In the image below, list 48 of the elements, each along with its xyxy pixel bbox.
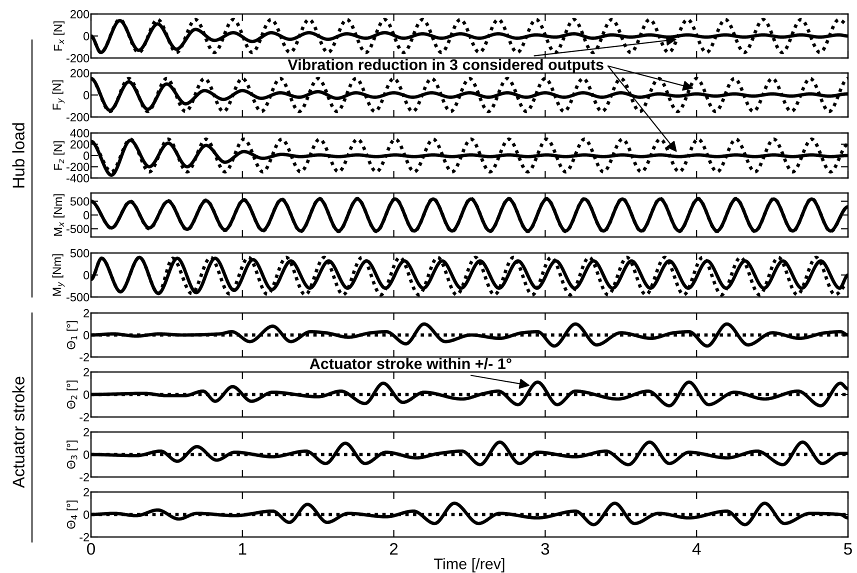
y-tick-label: 0 [84, 152, 90, 160]
y-tick-label: 400 [70, 129, 90, 138]
y-tick-label: -200 [66, 162, 90, 172]
y-tick-label: 2 [84, 488, 90, 496]
text: Hub load [12, 123, 24, 188]
y-tick-label: 2 [84, 428, 90, 436]
y-tick-label: -2 [80, 473, 90, 482]
x-tick-label: 3 [541, 542, 550, 555]
y-axis-title: F$_{y}$ [N] [52, 80, 65, 110]
y-tick-label: -500 [66, 224, 90, 234]
y-tick-label: 0 [84, 271, 90, 280]
y-tick-label: 0 [84, 390, 90, 399]
y-tick-label: 200 [70, 69, 90, 78]
y-axis-title: Θ$_{3}$ [°] [66, 440, 78, 469]
text: Actuator stroke [12, 376, 24, 488]
y-tick-label: -2 [80, 413, 90, 422]
y-axis-title: Θ$_{2}$ [°] [66, 380, 78, 409]
y-axis-title: F$_{x}$ [N] [54, 21, 65, 50]
y-tick-label: 2 [84, 368, 90, 376]
y-tick-label: 0 [84, 32, 90, 40]
y-tick-label: 500 [70, 197, 90, 206]
annotation: Vibration reduction in 3 considered outputs [288, 58, 604, 74]
y-tick-label: -200 [66, 113, 90, 122]
annotation: Actuator stroke within +/- 1° [310, 358, 512, 370]
x-axis-title: Time [/rev] [434, 558, 504, 572]
y-axis-title: M$_{y}$ [Nm] [52, 254, 65, 296]
y-tick-label: -400 [66, 174, 90, 182]
y-tick-label: -500 [66, 293, 90, 302]
y-tick-label: 0 [84, 211, 90, 220]
x-tick-label: 4 [692, 543, 701, 555]
y-tick-label: -2 [80, 353, 90, 362]
y-tick-label: 200 [70, 140, 90, 149]
y-tick-label: 0 [84, 91, 90, 100]
y-tick-label: 0 [84, 510, 90, 519]
y-tick-label: 0 [84, 331, 90, 340]
y-axis-title: F$_{z}$ [N] [54, 141, 65, 170]
y-axis-title: M$_{x}$ [Nm] [54, 194, 65, 236]
y-tick-label: -2 [80, 533, 90, 542]
y-axis-title: Θ$_{4}$ [°] [66, 500, 78, 529]
y-tick-label: -200 [66, 54, 90, 62]
x-tick-label: 1 [239, 543, 246, 555]
y-tick-label: 0 [84, 450, 90, 459]
y-axis-title: Θ$_{1}$ [°] [66, 321, 78, 350]
x-tick-label: 5 [844, 543, 852, 555]
y-tick-label: 200 [70, 10, 90, 18]
y-tick-label: 2 [84, 309, 90, 318]
x-tick-label: 2 [390, 542, 398, 555]
y-tick-label: 500 [70, 249, 90, 258]
